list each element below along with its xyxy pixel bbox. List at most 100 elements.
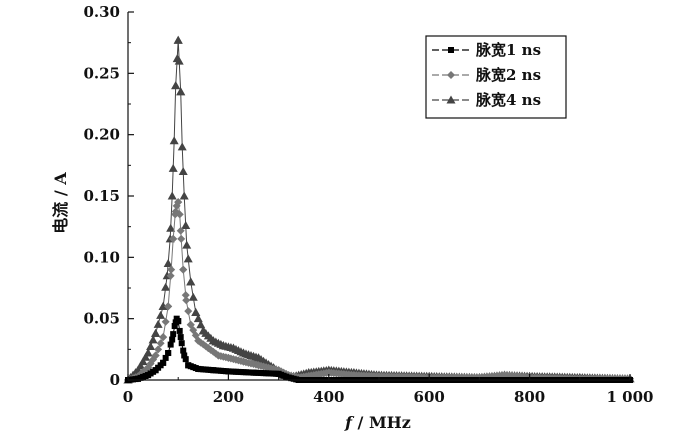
x-tick-label: 200 bbox=[213, 388, 244, 406]
data-point bbox=[186, 277, 196, 286]
data-point bbox=[177, 234, 186, 243]
data-point bbox=[196, 320, 206, 329]
data-point bbox=[228, 343, 238, 352]
data-point bbox=[181, 291, 190, 300]
data-point bbox=[324, 368, 333, 377]
data-point bbox=[214, 351, 223, 360]
data-point bbox=[186, 320, 195, 329]
x-tick-label: 1 000 bbox=[607, 388, 654, 406]
data-point bbox=[210, 367, 217, 374]
legend-entry: 脉宽4 ns bbox=[432, 91, 541, 109]
data-point bbox=[184, 307, 193, 316]
data-point bbox=[154, 345, 163, 354]
data-point bbox=[161, 317, 170, 326]
data-point bbox=[182, 240, 192, 249]
x-axis-label: f / MHz bbox=[344, 413, 411, 432]
x-axis-label-variable: f bbox=[344, 413, 355, 432]
data-point bbox=[169, 336, 176, 343]
data-point bbox=[167, 341, 174, 348]
series-line bbox=[127, 200, 630, 381]
data-point bbox=[161, 282, 171, 291]
y-tick-label: 0.10 bbox=[83, 248, 120, 266]
x-tick-label: 800 bbox=[514, 388, 545, 406]
data-point bbox=[176, 226, 185, 235]
data-point bbox=[188, 292, 198, 301]
series-diamond bbox=[124, 198, 634, 384]
data-point bbox=[166, 271, 175, 280]
x-tick-label: 600 bbox=[414, 388, 445, 406]
data-point bbox=[183, 254, 193, 263]
data-point bbox=[162, 354, 169, 361]
data-point bbox=[160, 359, 167, 366]
data-point bbox=[167, 191, 177, 200]
data-point bbox=[193, 314, 203, 323]
data-point bbox=[165, 350, 172, 357]
data-point bbox=[254, 361, 263, 370]
data-point bbox=[177, 334, 184, 341]
data-point bbox=[180, 347, 187, 354]
x-tick-label: 0 bbox=[123, 388, 133, 406]
data-point bbox=[198, 326, 208, 335]
y-tick-label: 0.25 bbox=[83, 64, 120, 82]
legend-marker bbox=[446, 95, 456, 104]
data-point bbox=[170, 331, 177, 338]
data-point bbox=[145, 372, 152, 379]
data-point bbox=[151, 328, 161, 337]
data-point bbox=[224, 353, 233, 362]
data-point bbox=[181, 220, 191, 229]
data-point bbox=[181, 352, 188, 359]
legend-entry: 脉宽1 ns bbox=[432, 41, 541, 59]
y-tick-label: 0 bbox=[110, 371, 120, 389]
data-point bbox=[195, 365, 202, 372]
data-point bbox=[166, 223, 176, 232]
data-point bbox=[174, 198, 183, 207]
data-point bbox=[194, 336, 203, 345]
data-point bbox=[182, 296, 191, 305]
data-point bbox=[174, 56, 184, 65]
data-point bbox=[204, 344, 213, 353]
data-point bbox=[185, 362, 192, 369]
data-point bbox=[250, 369, 257, 376]
data-point bbox=[173, 35, 183, 44]
x-tick-label: 400 bbox=[313, 388, 344, 406]
data-point bbox=[175, 318, 182, 325]
legend-label: 脉宽1 ns bbox=[475, 41, 541, 59]
data-point bbox=[178, 340, 185, 347]
data-point bbox=[158, 301, 168, 310]
y-tick-label: 0.30 bbox=[83, 3, 120, 21]
legend: 脉宽1 ns 脉宽2 ns 脉宽4 ns bbox=[425, 35, 567, 119]
data-point bbox=[182, 356, 189, 363]
data-point bbox=[159, 333, 168, 342]
y-tick-label: 0.20 bbox=[83, 126, 120, 144]
data-point bbox=[146, 341, 156, 350]
data-point bbox=[254, 353, 264, 362]
data-point bbox=[275, 370, 282, 377]
legend-marker bbox=[447, 71, 455, 79]
legend-label: 脉宽4 ns bbox=[475, 91, 541, 109]
data-point bbox=[238, 348, 248, 357]
data-point bbox=[171, 323, 178, 330]
x-axis-label-unit: / MHz bbox=[352, 413, 411, 432]
legend-marker bbox=[448, 47, 454, 53]
data-point bbox=[171, 81, 181, 90]
data-point bbox=[156, 339, 165, 348]
data-point bbox=[168, 163, 178, 172]
data-point bbox=[179, 191, 189, 200]
data-point bbox=[171, 210, 180, 219]
data-point bbox=[141, 352, 151, 361]
legend-label: 脉宽2 ns bbox=[475, 66, 541, 84]
data-point bbox=[218, 341, 228, 350]
y-axis-label: 电流 / A bbox=[51, 172, 70, 234]
data-point bbox=[164, 302, 173, 311]
data-point bbox=[138, 357, 148, 366]
data-point bbox=[143, 348, 153, 357]
data-point bbox=[169, 136, 179, 145]
data-point bbox=[151, 351, 160, 360]
data-point bbox=[135, 375, 142, 382]
data-point bbox=[152, 367, 159, 374]
data-point bbox=[176, 327, 183, 334]
data-point bbox=[153, 319, 163, 328]
data-point bbox=[175, 210, 184, 219]
data-point bbox=[163, 258, 173, 267]
